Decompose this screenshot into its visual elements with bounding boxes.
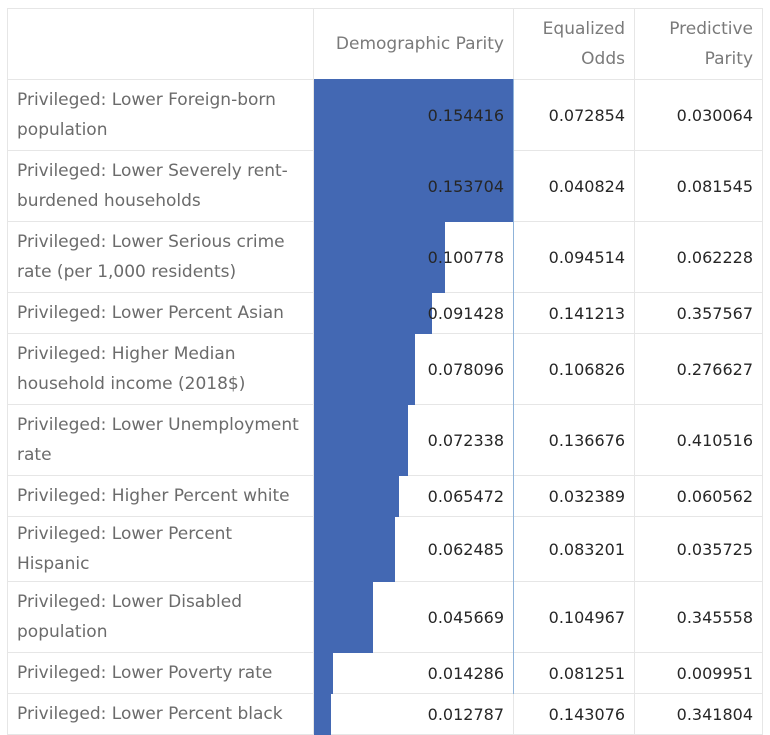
demographic-parity-value: 0.062485 (427, 539, 504, 559)
bar-max-line (513, 79, 514, 151)
equalized-odds-value: 0.106826 (513, 333, 635, 405)
demographic-parity-value: 0.012787 (427, 704, 504, 724)
bar-max-line (513, 475, 514, 517)
demographic-parity-cell: 0.045669 (313, 581, 514, 653)
row-label: Privileged: Lower Serious crime rate (pe… (7, 221, 314, 293)
demographic-parity-bar (314, 292, 433, 334)
demographic-parity-bar (314, 581, 374, 653)
equalized-odds-value: 0.040824 (513, 150, 635, 222)
demographic-parity-value: 0.100778 (427, 247, 504, 267)
demographic-parity-cell: 0.065472 (313, 475, 514, 517)
table-row: Privileged: Lower Poverty rate 0.014286 0.… (7, 652, 763, 694)
table-row: Privileged: Lower Percent Asian 0.091428 0… (7, 292, 763, 334)
demographic-parity-cell: 0.014286 (313, 652, 514, 694)
bar-max-line (513, 516, 514, 582)
equalized-odds-value: 0.094514 (513, 221, 635, 293)
bar-max-line (513, 292, 514, 334)
row-label: Privileged: Lower Percent Hispanic (7, 516, 314, 582)
demographic-parity-value: 0.072338 (427, 430, 504, 450)
demographic-parity-cell: 0.154416 (313, 79, 514, 151)
header-predictive-parity[interactable]: Predictive Parity (634, 8, 763, 80)
row-label: Privileged: Lower Percent Asian (7, 292, 314, 334)
row-label: Privileged: Lower Foreign-born populatio… (7, 79, 314, 151)
equalized-odds-value: 0.032389 (513, 475, 635, 517)
demographic-parity-bar (314, 652, 333, 694)
equalized-odds-value: 0.141213 (513, 292, 635, 334)
bar-max-line (513, 404, 514, 476)
demographic-parity-bar (314, 79, 514, 151)
bar-max-line (513, 150, 514, 222)
table-row: Privileged: Lower Serious crime rate (pe… (7, 221, 763, 293)
demographic-parity-bar (314, 150, 514, 222)
predictive-parity-value: 0.060562 (634, 475, 763, 517)
fairness-metrics-table: Demographic Parity Equalized Odds Predic… (7, 8, 763, 735)
demographic-parity-bar (314, 333, 416, 405)
demographic-parity-value: 0.065472 (427, 486, 504, 506)
table-row: Privileged: Lower Percent Hispanic 0.0624… (7, 516, 763, 582)
table-row: Privileged: Lower Disabled population 0.0… (7, 581, 763, 653)
header-demographic-parity[interactable]: Demographic Parity (313, 8, 514, 80)
predictive-parity-value: 0.276627 (634, 333, 763, 405)
row-label: Privileged: Lower Severely rent-burdened… (7, 150, 314, 222)
predictive-parity-value: 0.345558 (634, 581, 763, 653)
row-label: Privileged: Lower Percent black (7, 693, 314, 735)
equalized-odds-value: 0.104967 (513, 581, 635, 653)
demographic-parity-value: 0.091428 (427, 303, 504, 323)
equalized-odds-value: 0.143076 (513, 693, 635, 735)
row-label: Privileged: Higher Percent white (7, 475, 314, 517)
demographic-parity-value: 0.078096 (427, 359, 504, 379)
table-row: Privileged: Lower Percent black 0.012787 0… (7, 693, 763, 735)
demographic-parity-cell: 0.100778 (313, 221, 514, 293)
demographic-parity-cell: 0.012787 (313, 693, 514, 735)
row-label: Privileged: Lower Disabled population (7, 581, 314, 653)
row-label: Privileged: Higher Median household inco… (7, 333, 314, 405)
demographic-parity-value: 0.045669 (427, 607, 504, 627)
table-body: Privileged: Lower Foreign-born populatio… (7, 79, 763, 735)
header-row: Demographic Parity Equalized Odds Predic… (7, 8, 763, 80)
predictive-parity-value: 0.009951 (634, 652, 763, 694)
demographic-parity-cell: 0.072338 (313, 404, 514, 476)
table-row: Privileged: Lower Unemployment rate 0.072… (7, 404, 763, 476)
demographic-parity-cell: 0.078096 (313, 333, 514, 405)
bar-max-line (513, 333, 514, 405)
table-row: Privileged: Lower Foreign-born populatio… (7, 79, 763, 151)
row-label: Privileged: Lower Unemployment rate (7, 404, 314, 476)
predictive-parity-value: 0.081545 (634, 150, 763, 222)
equalized-odds-value: 0.081251 (513, 652, 635, 694)
demographic-parity-bar (314, 693, 331, 735)
demographic-parity-value: 0.153704 (427, 176, 504, 196)
predictive-parity-value: 0.357567 (634, 292, 763, 334)
demographic-parity-cell: 0.091428 (313, 292, 514, 334)
table-row: Privileged: Higher Median household inco… (7, 333, 763, 405)
demographic-parity-cell: 0.153704 (313, 150, 514, 222)
demographic-parity-bar (314, 221, 445, 293)
predictive-parity-value: 0.341804 (634, 693, 763, 735)
demographic-parity-bar (314, 404, 408, 476)
predictive-parity-value: 0.410516 (634, 404, 763, 476)
demographic-parity-bar (314, 516, 395, 582)
predictive-parity-value: 0.062228 (634, 221, 763, 293)
header-equalized-odds[interactable]: Equalized Odds (513, 8, 635, 80)
equalized-odds-value: 0.083201 (513, 516, 635, 582)
demographic-parity-bar (314, 475, 399, 517)
bar-max-line (513, 221, 514, 293)
table-row: Privileged: Lower Severely rent-burdened… (7, 150, 763, 222)
predictive-parity-value: 0.035725 (634, 516, 763, 582)
equalized-odds-value: 0.136676 (513, 404, 635, 476)
predictive-parity-value: 0.030064 (634, 79, 763, 151)
row-label: Privileged: Lower Poverty rate (7, 652, 314, 694)
demographic-parity-value: 0.014286 (427, 663, 504, 683)
demographic-parity-value: 0.154416 (427, 105, 504, 125)
demographic-parity-cell: 0.062485 (313, 516, 514, 582)
table-row: Privileged: Higher Percent white 0.065472… (7, 475, 763, 517)
bar-max-line (513, 581, 514, 653)
bar-max-line (513, 652, 514, 694)
header-label[interactable] (7, 8, 314, 80)
equalized-odds-value: 0.072854 (513, 79, 635, 151)
